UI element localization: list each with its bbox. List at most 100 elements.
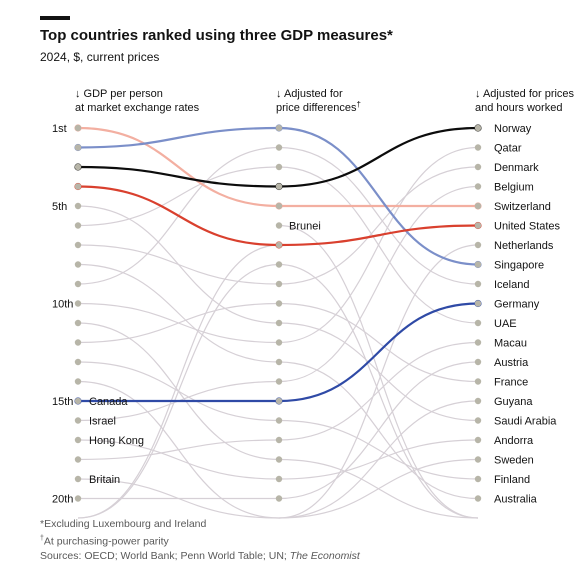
rank-label-5: 5th	[52, 201, 67, 213]
rank-dot-col2-18	[275, 456, 283, 463]
right-label-qatar: Qatar	[494, 143, 522, 155]
rank-dot-col1-15	[74, 397, 82, 405]
line-germany	[78, 302, 479, 403]
rank-dot-col3-8	[474, 261, 482, 268]
right-label-united-states: United States	[494, 221, 561, 233]
rank-dot-col1-6	[74, 222, 82, 229]
rank-label-20: 20th	[52, 494, 73, 506]
rank-dot-col2-2	[275, 144, 283, 151]
chart-title: Top countries ranked using three GDP mea…	[40, 27, 393, 44]
rank-dot-col2-3	[275, 163, 283, 171]
rank-dot-col3-5	[474, 202, 482, 210]
rank-label-1: 1st	[52, 123, 67, 135]
background-line-27	[278, 185, 479, 383]
rank-dot-col1-20	[74, 495, 82, 502]
background-line-3	[77, 244, 280, 285]
footnote-ppp: †At purchasing-power parity	[40, 532, 360, 549]
column-header-3-line2: and hours worked	[475, 102, 562, 114]
background-line-18	[278, 146, 479, 285]
background-line-25	[278, 146, 479, 344]
rank-dot-col1-19	[74, 475, 82, 483]
rank-dot-col2-8	[275, 261, 283, 268]
rank-dot-col3-7	[474, 241, 482, 249]
right-label-macau: Macau	[494, 338, 527, 350]
rank-dot-col2-17	[275, 436, 283, 444]
sources-economist: The Economist	[289, 549, 360, 562]
right-label-saudi-arabia: Saudi Arabia	[494, 416, 557, 428]
right-label-iceland: Iceland	[494, 279, 529, 291]
rank-dot-col3-3	[474, 163, 482, 171]
rank-dot-col2-15	[275, 397, 283, 405]
right-label-guyana: Guyana	[494, 396, 533, 408]
column-header-3-line1: ↓ Adjusted for prices	[475, 88, 575, 100]
rank-dot-col2-9	[275, 280, 283, 288]
rank-dot-col1-2	[74, 144, 82, 151]
column-header-1-line2: at market exchange rates	[75, 102, 200, 114]
footnote-sources: Sources: OECD; World Bank; Penn World Ta…	[40, 549, 360, 564]
rank-dot-col1-18	[74, 456, 82, 463]
left-label-hong-kong: Hong Kong	[89, 435, 144, 447]
rank-dot-col1-17	[74, 436, 82, 444]
rank-dot-col3-9	[474, 280, 482, 288]
left-label-britain: Britain	[89, 474, 120, 486]
background-line-28	[278, 419, 479, 480]
rank-dot-col2-4	[275, 183, 283, 190]
background-line-22	[278, 166, 479, 285]
right-label-germany: Germany	[494, 299, 540, 311]
right-label-france: France	[494, 377, 528, 389]
rank-dot-col2-6	[275, 222, 283, 229]
rank-dot-col2-12	[275, 339, 283, 346]
background-line-32	[278, 361, 479, 500]
rank-dot-col2-16	[275, 417, 283, 424]
middle-label-brunei: Brunei	[289, 221, 321, 233]
right-label-austria: Austria	[494, 357, 529, 369]
background-line-29	[278, 341, 479, 441]
sources-text: Sources: OECD; World Bank; Penn World Ta…	[40, 549, 290, 562]
chart-subtitle: 2024, $, current prices	[40, 50, 160, 64]
right-label-netherlands: Netherlands	[494, 240, 554, 252]
rank-dot-col2-11	[275, 319, 283, 327]
rank-dot-col3-15	[474, 397, 482, 405]
rank-dot-col2-13	[275, 358, 283, 366]
rank-dot-col2-20	[275, 495, 283, 502]
rank-dot-col3-14	[474, 378, 482, 385]
right-label-uae: UAE	[494, 318, 517, 330]
right-label-andorra: Andorra	[494, 435, 534, 447]
left-label-israel: Israel	[89, 416, 116, 428]
rank-dot-col3-11	[474, 319, 482, 327]
rank-dot-col3-20	[474, 495, 482, 502]
right-label-switzerland: Switzerland	[494, 201, 551, 213]
rank-label-15: 15th	[52, 396, 73, 408]
rank-label-10: 10th	[52, 299, 73, 311]
rank-dot-col3-1	[474, 124, 482, 132]
footnote-ppp-text: At purchasing-power parity	[43, 535, 169, 547]
column-header-2-line1: ↓ Adjusted for	[276, 88, 343, 100]
line-norway	[77, 126, 479, 188]
right-label-sweden: Sweden	[494, 455, 534, 467]
line-singapore	[77, 126, 479, 266]
background-line-35	[278, 244, 479, 519]
column-header-2-line2: price differences†	[276, 100, 361, 114]
background-line-24	[278, 322, 479, 422]
rank-dot-col1-12	[74, 339, 82, 346]
rank-dot-col1-1	[74, 124, 82, 132]
rank-dot-col1-8	[74, 261, 82, 268]
rank-dot-col3-12	[474, 339, 482, 346]
rank-dot-col1-4	[74, 183, 82, 190]
rank-dot-col3-4	[474, 183, 482, 190]
rank-dot-col3-10	[474, 300, 482, 307]
rank-dot-col1-16	[74, 417, 82, 424]
rank-dot-col1-10	[74, 300, 82, 307]
rank-dot-col1-13	[74, 358, 82, 366]
right-label-belgium: Belgium	[494, 182, 534, 194]
rank-dot-col2-5	[275, 202, 283, 210]
left-label-canada: Canada	[89, 396, 128, 408]
right-label-australia: Australia	[494, 494, 538, 506]
rank-dot-col1-3	[74, 163, 82, 171]
footnote-dagger: †	[40, 534, 44, 542]
rank-dot-col1-5	[74, 202, 82, 210]
header-rule	[40, 16, 70, 20]
rank-dot-col2-7	[275, 241, 283, 249]
rank-dot-col1-11	[74, 319, 82, 327]
